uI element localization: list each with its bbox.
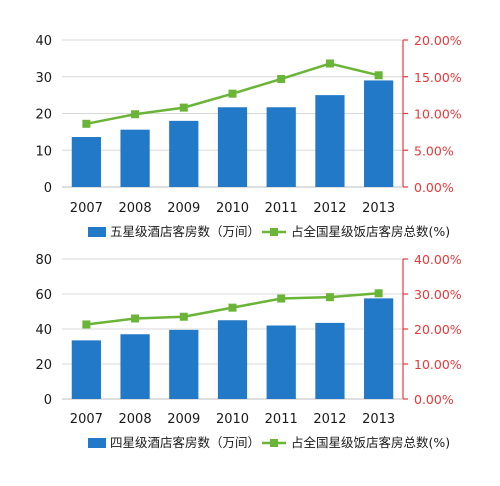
line-point-marker (131, 314, 140, 323)
bar (364, 80, 394, 187)
line-point-marker (374, 71, 383, 80)
x-axis-tick-label: 2012 (313, 412, 346, 427)
bar (266, 107, 296, 187)
line-point-marker (277, 74, 286, 83)
chart-panel-1: 0 10 20 30 40 0.00% 5.00% 10.00% 15.00% 20.00% 200… (35, 33, 461, 239)
right-axis-tick-label: 40.00% (414, 252, 462, 267)
left-axis-tick-label: 30 (35, 71, 52, 86)
bar (217, 107, 248, 187)
legend-label: 占全国星级饭店客房总数(%) (291, 435, 450, 450)
right-axis-tick-label: 10.00% (414, 357, 462, 372)
legend-line-marker (270, 228, 278, 236)
x-axis-tick-label: 2010 (216, 201, 249, 216)
line-point-marker (325, 59, 334, 68)
x-axis-tick-label: 2009 (167, 201, 200, 216)
legend-bar-swatch (88, 438, 106, 448)
bar (169, 329, 199, 399)
legend-label: 占全国星级饭店客房总数(%) (291, 224, 450, 239)
bar (315, 322, 345, 399)
line-point-marker (228, 303, 237, 312)
legend-bar-swatch (88, 227, 106, 237)
left-axis-tick-label: 10 (35, 144, 52, 159)
left-axis-tick-label: 40 (35, 323, 52, 338)
bar (71, 340, 101, 399)
bar (120, 334, 150, 399)
x-axis-tick-label: 2012 (313, 201, 346, 216)
bar (364, 298, 394, 399)
right-axis-tick-label: 5.00% (414, 143, 454, 158)
legend: 五星级酒店客房数（万间） 占全国星级饭店客房总数(%) (88, 224, 450, 239)
right-axis-tick-label: 30.00% (414, 287, 462, 302)
line-point-marker (179, 312, 188, 321)
line-point-marker (131, 110, 140, 119)
line-point-marker (82, 320, 91, 329)
line-point-marker (325, 293, 334, 302)
bar (315, 95, 345, 187)
bar (71, 137, 101, 187)
right-axis-tick-label: 10.00% (414, 107, 462, 122)
right-axis-tick-label: 0.00% (414, 180, 454, 195)
line-point-marker (82, 119, 91, 128)
right-axis-tick-label: 20.00% (414, 33, 462, 48)
x-axis-tick-label: 2007 (70, 412, 103, 427)
chart-panel-2: 0 20 40 60 80 0.00% 10.00% 20.00% 30.00% 40.00% 20… (35, 252, 461, 450)
legend-label: 五星级酒店客房数（万间） (110, 224, 260, 239)
bar (120, 129, 150, 187)
x-axis-tick-label: 2008 (119, 201, 152, 216)
legend: 四星级酒店客房数（万间） 占全国星级饭店客房总数(%) (88, 435, 450, 450)
x-axis-tick-label: 2011 (265, 412, 298, 427)
right-axis-tick-label: 0.00% (414, 392, 454, 407)
line-point-marker (277, 294, 286, 303)
left-axis-tick-label: 40 (35, 34, 52, 49)
x-axis-tick-label: 2010 (216, 412, 249, 427)
x-axis-tick-label: 2013 (362, 201, 395, 216)
line-point-marker (374, 289, 383, 298)
left-axis-tick-label: 20 (35, 358, 52, 373)
x-axis-tick-label: 2009 (167, 412, 200, 427)
x-axis-tick-label: 2007 (70, 201, 103, 216)
bar (169, 120, 199, 187)
bar (217, 320, 248, 399)
x-axis-tick-label: 2008 (119, 412, 152, 427)
legend-label: 四星级酒店客房数（万间） (110, 435, 260, 450)
left-axis-tick-label: 80 (35, 253, 52, 268)
bar (266, 325, 296, 399)
left-axis-tick-label: 20 (35, 108, 52, 123)
line-point-marker (228, 89, 237, 98)
left-axis-tick-label: 0 (44, 181, 52, 196)
right-axis-tick-label: 20.00% (414, 322, 462, 337)
line-point-marker (179, 103, 188, 112)
left-axis-tick-label: 60 (35, 288, 52, 303)
x-axis-tick-label: 2013 (362, 412, 395, 427)
x-axis-tick-label: 2011 (265, 201, 298, 216)
left-axis-tick-label: 0 (44, 393, 52, 408)
legend-line-marker (270, 439, 278, 447)
right-axis-tick-label: 15.00% (414, 70, 462, 85)
